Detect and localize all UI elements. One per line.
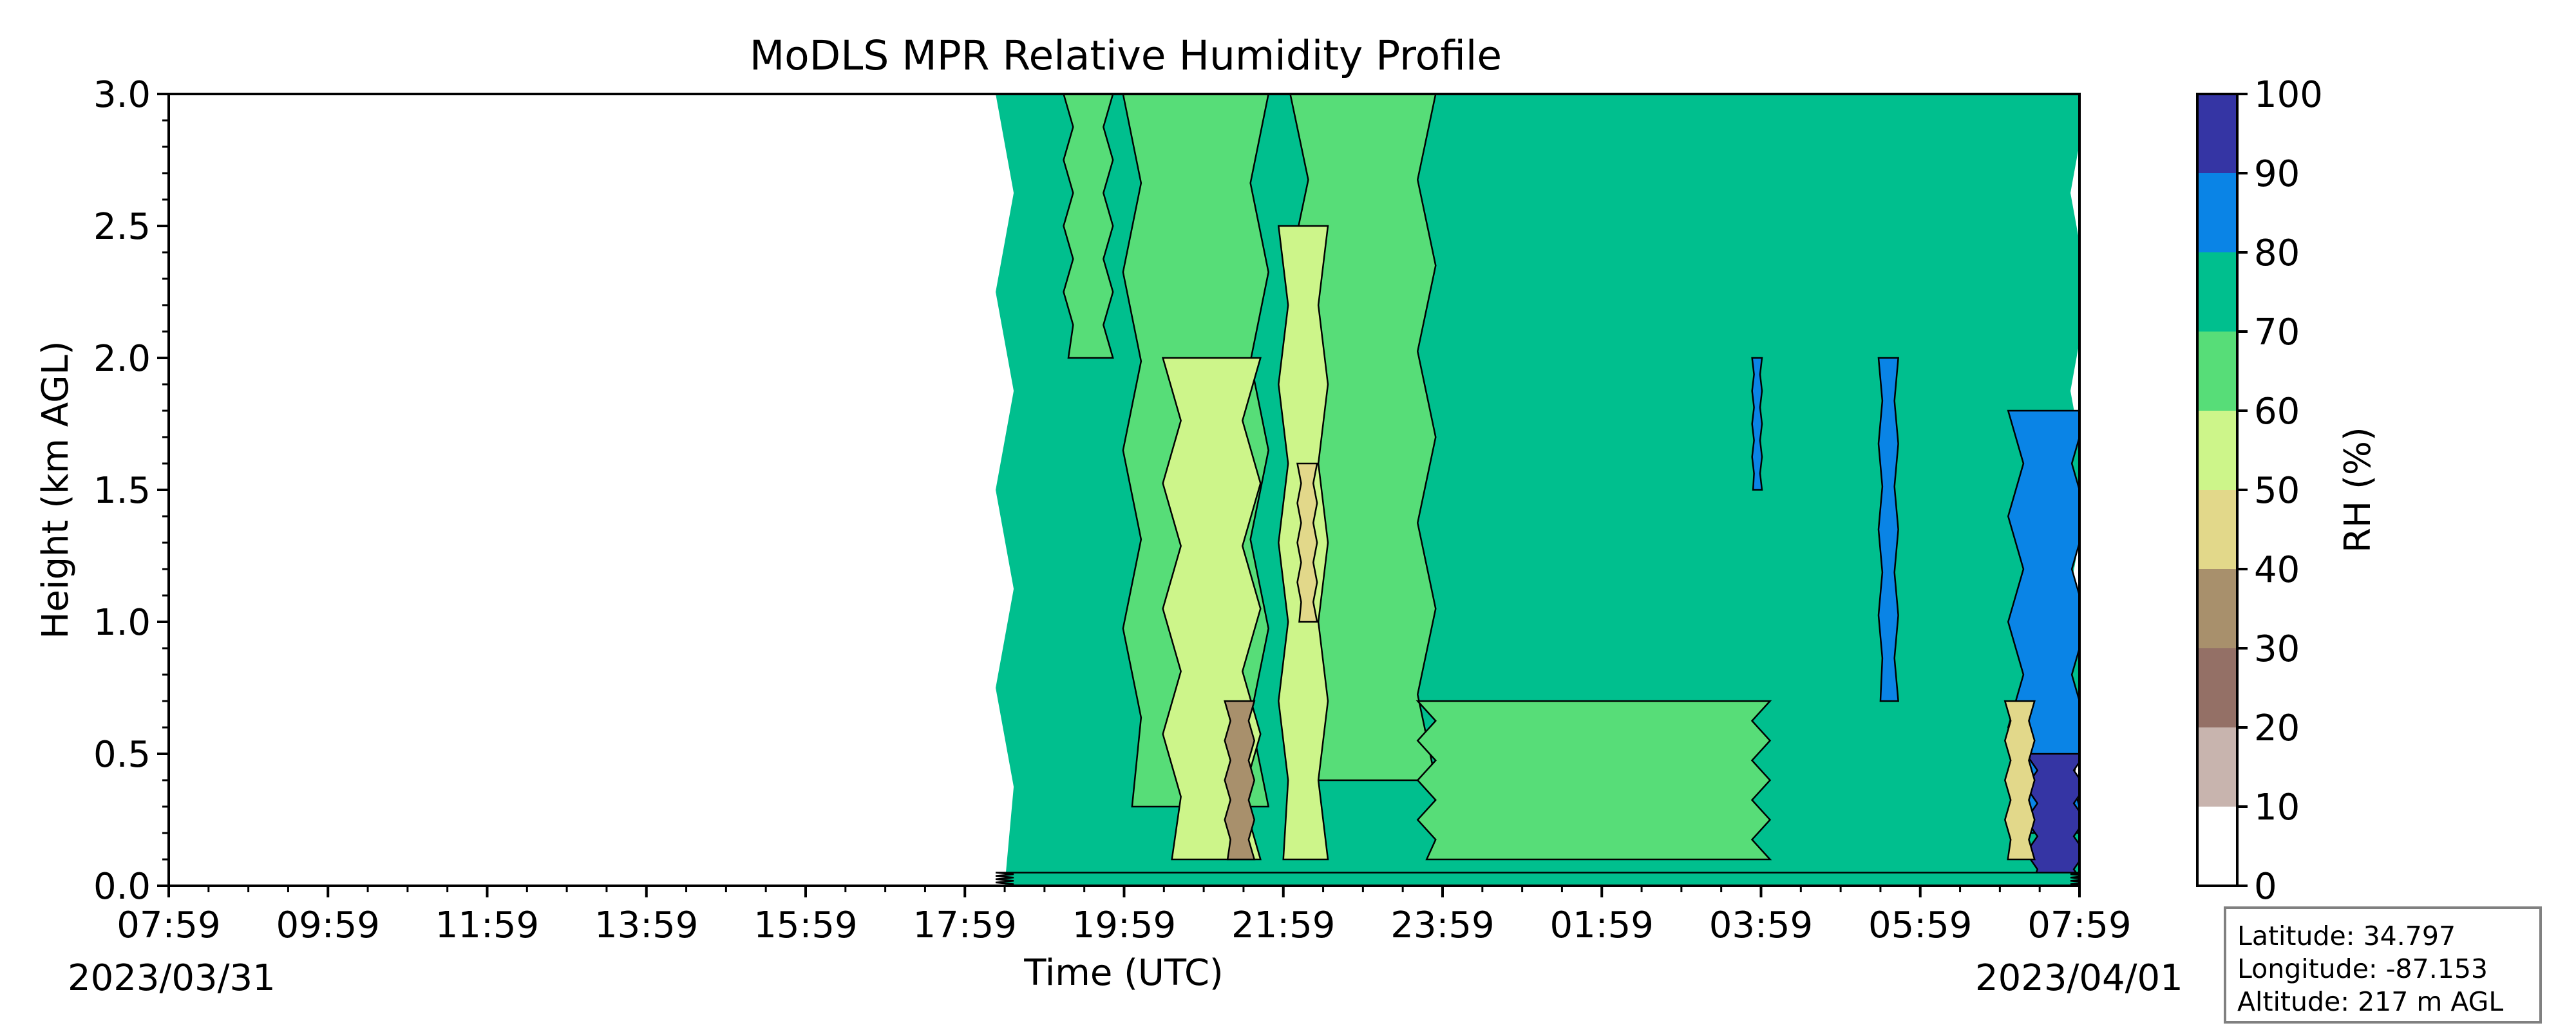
colorbar-tick-label: 70	[2254, 312, 2300, 353]
location-info-box: Latitude: 34.797 Longitude: -87.153 Alti…	[2224, 906, 2542, 1024]
x-tick-label: 23:59	[1390, 904, 1494, 946]
y-tick-label: 0.5	[93, 734, 151, 776]
y-tick-label: 1.0	[93, 602, 151, 644]
colorbar-swatch	[2197, 252, 2237, 332]
rh-contour-fills	[995, 94, 2079, 886]
x-tick-label: 07:59	[117, 904, 220, 946]
rh-region-60-70	[1063, 94, 1114, 359]
rh-region-80-90	[1751, 357, 1763, 491]
colorbar-tick-label: 100	[2254, 74, 2323, 116]
colorbar-tick-label: 80	[2254, 232, 2300, 274]
rh-region-90-100	[2024, 753, 2079, 886]
longitude-text: Longitude: -87.153	[2237, 953, 2488, 984]
altitude-text: Altitude: 217 m AGL	[2237, 986, 2503, 1017]
rh-region-40-50	[2003, 700, 2036, 861]
x-tick-label: 01:59	[1550, 904, 1654, 946]
colorbar-swatch	[2197, 569, 2237, 648]
latitude-text: Latitude: 34.797	[2237, 921, 2456, 951]
colorbar-tick-label: 60	[2254, 391, 2300, 433]
y-tick-label: 2.0	[93, 338, 151, 380]
x-tick-label: 15:59	[753, 904, 857, 946]
colorbar: 0 10 20 30 40 50 60 70 80 90 100	[2196, 74, 2323, 908]
y-axis: 0.0 0.5 1.0 1.5 2.0 2.5 3.0	[93, 74, 169, 908]
y-tick-label: 1.5	[93, 470, 151, 512]
x-axis: 07:59 09:59 11:59 13:59 15:59 17:59 19:59 21:59…	[117, 886, 2132, 946]
colorbar-swatch	[2197, 173, 2237, 252]
colorbar-tick-label: 0	[2254, 866, 2277, 908]
x-tick-label: 13:59	[594, 904, 698, 946]
colorbar-swatch	[2197, 807, 2237, 886]
plot-area	[167, 93, 2081, 887]
rh-region-70-80	[995, 872, 2079, 886]
colorbar-tick-label: 40	[2254, 549, 2300, 591]
x-tick-label: 09:59	[276, 904, 380, 946]
colorbar-swatch	[2197, 727, 2237, 807]
y-tick-label: 0.0	[93, 866, 151, 908]
colorbar-tick-label: 10	[2254, 787, 2300, 829]
rh-region-30-40	[1224, 700, 1256, 861]
y-tick-label: 3.0	[93, 74, 151, 116]
x-tick-label: 19:59	[1072, 904, 1176, 946]
x-tick-label: 03:59	[1709, 904, 1813, 946]
y-axis-label: Height (km AGL)	[35, 341, 77, 639]
x-tick-label: 05:59	[1868, 904, 1972, 946]
colorbar-label: RH (%)	[2337, 427, 2379, 553]
rh-region-40-50	[1296, 462, 1318, 623]
x-tick-label: 17:59	[913, 904, 1017, 946]
colorbar-swatch	[2197, 648, 2237, 727]
colorbar-swatch	[2197, 94, 2237, 173]
rh-region-80-90	[1877, 357, 1899, 702]
colorbar-tick-label: 50	[2254, 470, 2300, 512]
x-tick-label: 11:59	[435, 904, 539, 946]
x-axis-label: Time (UTC)	[1023, 952, 1224, 994]
x-tick-label: 21:59	[1231, 904, 1335, 946]
end-date-label: 2023/04/01	[1975, 957, 2183, 999]
y-tick-label: 2.5	[93, 206, 151, 248]
rh-region-60-70	[1416, 700, 1772, 861]
colorbar-swatch	[2197, 490, 2237, 569]
colorbar-tick-label: 90	[2254, 153, 2300, 195]
colorbar-swatch	[2197, 332, 2237, 411]
colorbar-swatch	[2197, 411, 2237, 490]
info-box-frame	[2224, 906, 2542, 1024]
colorbar-tick-label: 20	[2254, 707, 2300, 749]
rh-region-70-80	[996, 94, 2079, 886]
x-tick-label: 07:59	[2027, 904, 2131, 946]
colorbar-tick-label: 30	[2254, 628, 2300, 670]
start-date-label: 2023/03/31	[68, 957, 276, 999]
chart-title: MoDLS MPR Relative Humidity Profile	[750, 32, 1502, 79]
